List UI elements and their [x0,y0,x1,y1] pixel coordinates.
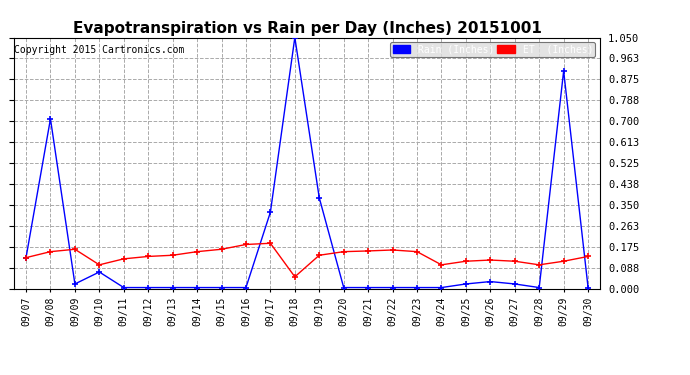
Legend: Rain (Inches), ET  (Inches): Rain (Inches), ET (Inches) [391,42,595,57]
Title: Evapotranspiration vs Rain per Day (Inches) 20151001: Evapotranspiration vs Rain per Day (Inch… [72,21,542,36]
Text: Copyright 2015 Cartronics.com: Copyright 2015 Cartronics.com [14,45,185,55]
